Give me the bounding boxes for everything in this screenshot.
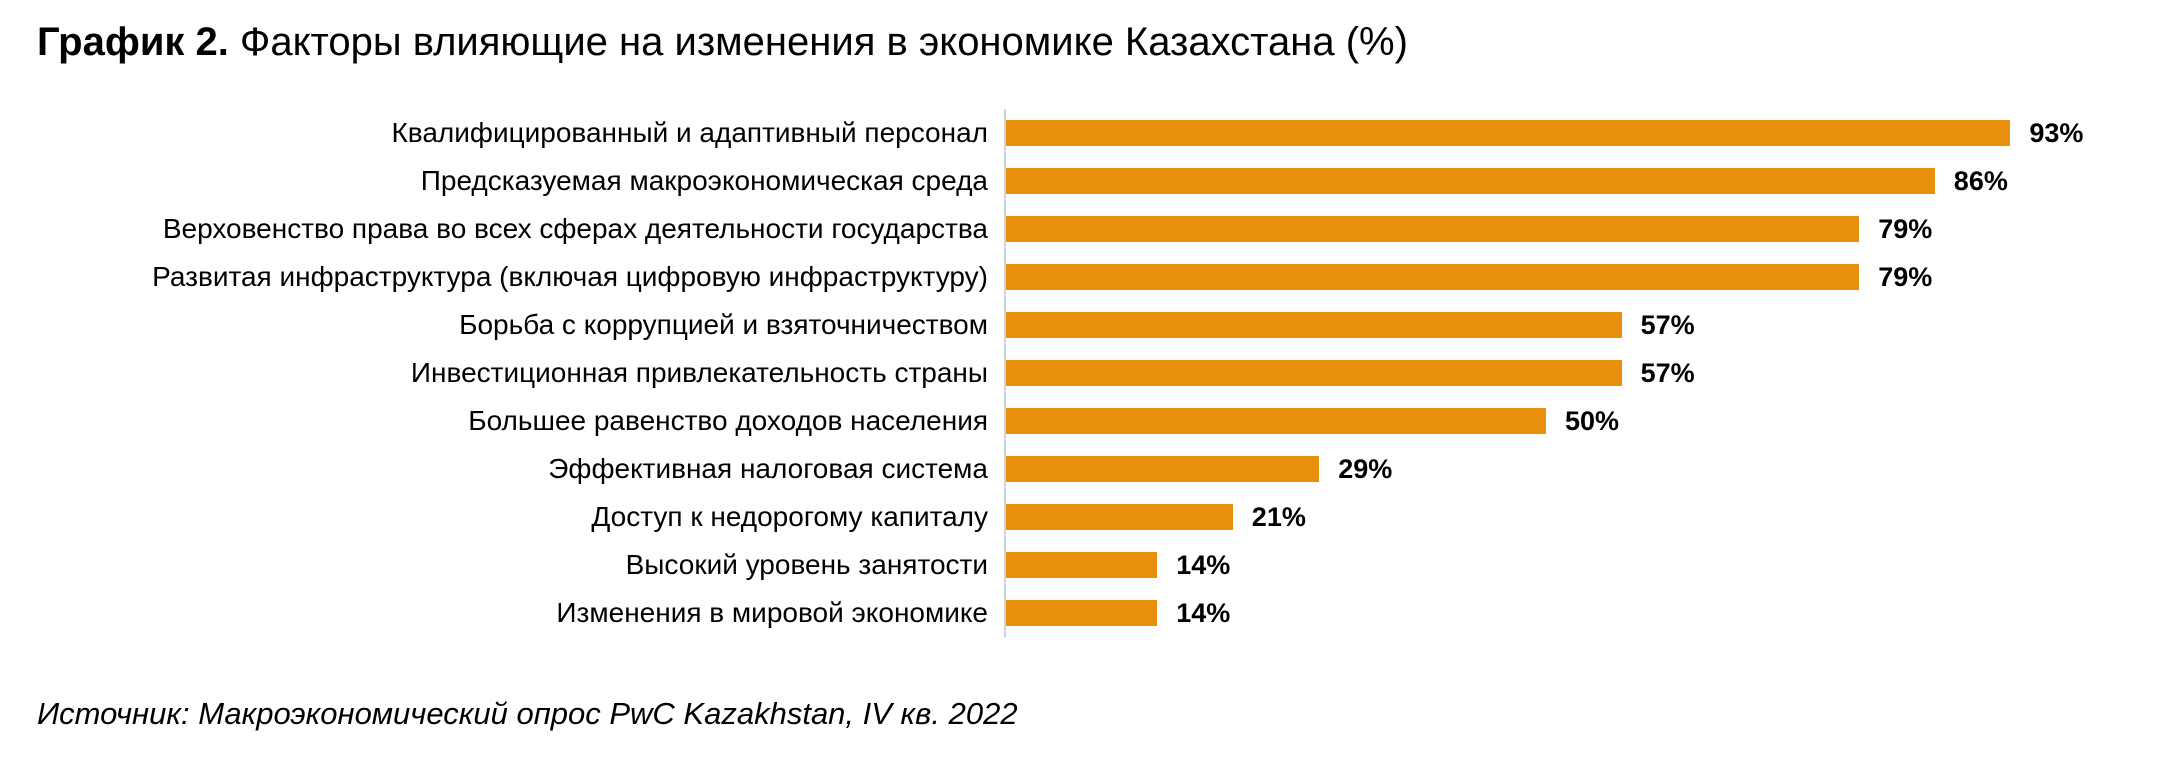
bar — [1006, 120, 2011, 146]
bar — [1006, 312, 1622, 338]
bar-cell: 50% — [1004, 397, 2160, 445]
chart-row: Доступ к недорогому капиталу 21% — [0, 493, 2160, 541]
value-label: 93% — [2029, 117, 2084, 148]
chart-title-text: Факторы влияющие на изменения в экономик… — [239, 20, 1408, 64]
value-label: 57% — [1640, 357, 1695, 388]
bar-cell: 79% — [1004, 253, 2160, 301]
category-label: Изменения в мировой экономике — [556, 597, 988, 628]
bar — [1006, 600, 1158, 626]
value-label: 79% — [1878, 261, 1933, 292]
category-label: Доступ к недорогому капиталу — [591, 501, 988, 532]
value-label: 79% — [1878, 213, 1933, 244]
bar-cell: 29% — [1004, 445, 2160, 493]
bar — [1006, 504, 1233, 530]
category-label: Верховенство права во всех сферах деятел… — [162, 213, 988, 244]
category-label: Предсказуемая макроэкономическая среда — [420, 165, 988, 196]
chart-row: Эффективная налоговая система 29% — [0, 445, 2160, 493]
category-label: Инвестиционная привлекательность страны — [410, 357, 988, 388]
chart-row: Высокий уровень занятости 14% — [0, 541, 2160, 589]
bar-cell: 79% — [1004, 205, 2160, 253]
source-note: Источник: Макроэкономический опрос PwC K… — [37, 696, 1018, 731]
bar-cell: 57% — [1004, 301, 2160, 349]
bar-cell: 57% — [1004, 349, 2160, 397]
chart-row: Инвестиционная привлекательность страны 5… — [0, 349, 2160, 397]
category-label: Борьба с коррупцией и взяточничеством — [459, 309, 988, 340]
bar-cell: 14% — [1004, 589, 2160, 637]
value-label: 57% — [1640, 309, 1695, 340]
chart-row: Квалифицированный и адаптивный персонал 9… — [0, 109, 2160, 157]
chart-row: Большее равенство доходов населения 50% — [0, 397, 2160, 445]
bar — [1006, 456, 1320, 482]
chart-title-prefix: График 2. — [37, 20, 229, 64]
chart-row: Изменения в мировой экономике 14% — [0, 589, 2160, 637]
bar — [1006, 216, 1860, 242]
value-label: 29% — [1338, 453, 1393, 484]
category-label: Большее равенство доходов населения — [468, 405, 988, 436]
chart-row: Предсказуемая макроэкономическая среда 86… — [0, 157, 2160, 205]
value-label: 50% — [1565, 405, 1620, 436]
value-label: 14% — [1176, 597, 1231, 628]
category-label: Развитая инфраструктура (включая цифрову… — [152, 261, 988, 292]
bar-cell: 14% — [1004, 541, 2160, 589]
value-label: 21% — [1251, 501, 1306, 532]
value-label: 14% — [1176, 549, 1231, 580]
chart-title: График 2. Факторы влияющие на изменения в… — [37, 18, 1408, 66]
bar-chart: Квалифицированный и адаптивный персонал 9… — [0, 109, 2160, 637]
bar — [1006, 552, 1158, 578]
bar — [1006, 168, 1935, 194]
chart-row: Развитая инфраструктура (включая цифрову… — [0, 253, 2160, 301]
bar — [1006, 264, 1860, 290]
category-label: Эффективная налоговая система — [548, 453, 988, 484]
bar-cell: 21% — [1004, 493, 2160, 541]
bar — [1006, 360, 1622, 386]
chart-row: Верховенство права во всех сферах деятел… — [0, 205, 2160, 253]
value-label: 86% — [1953, 165, 2008, 196]
bar — [1006, 408, 1546, 434]
bar-cell: 93% — [1004, 109, 2160, 157]
bar-cell: 86% — [1004, 157, 2160, 205]
category-label: Квалифицированный и адаптивный персонал — [391, 117, 988, 148]
chart-row: Борьба с коррупцией и взяточничеством 57% — [0, 301, 2160, 349]
category-label: Высокий уровень занятости — [625, 549, 988, 580]
